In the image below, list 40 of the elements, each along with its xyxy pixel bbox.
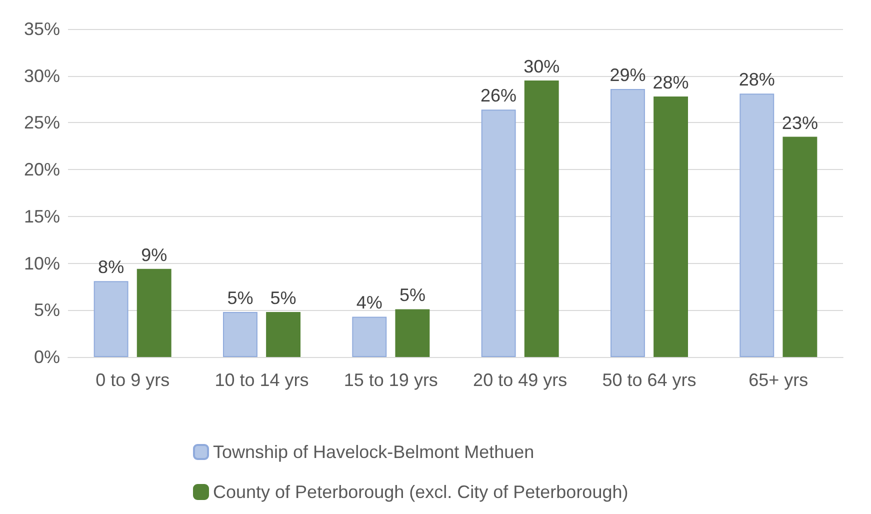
bar [136, 268, 172, 357]
data-label: 30% [524, 56, 560, 77]
bar [481, 110, 516, 357]
bar [266, 312, 300, 357]
data-label: 5% [270, 288, 296, 308]
bar [395, 309, 430, 357]
data-label: 4% [356, 292, 382, 313]
bar [524, 80, 559, 357]
legend-label: Township of Havelock-Belmont Methuen [213, 442, 534, 462]
y-tick-label: 10% [24, 253, 60, 274]
x-tick-label: 0 to 9 yrs [96, 370, 170, 390]
x-tick-label: 20 to 49 yrs [473, 370, 568, 390]
bar [740, 94, 774, 357]
y-tick-label: 5% [34, 300, 60, 320]
x-tick-label: 10 to 14 yrs [214, 370, 309, 390]
data-label: 8% [98, 257, 124, 278]
x-tick-label: 65+ yrs [748, 370, 808, 390]
x-tick-label: 50 to 64 yrs [602, 370, 696, 390]
data-label: 5% [399, 285, 426, 306]
data-label: 28% [738, 70, 775, 90]
y-tick-label: 15% [24, 206, 60, 226]
y-tick-label: 30% [24, 66, 60, 86]
x-tick-label: 15 to 19 yrs [344, 370, 438, 390]
bar [654, 96, 688, 357]
data-label: 23% [782, 112, 818, 133]
data-label: 5% [227, 288, 254, 308]
data-label: 26% [480, 86, 517, 106]
y-tick-label: 20% [24, 160, 60, 180]
bar [94, 281, 128, 357]
data-label: 28% [652, 72, 689, 92]
data-label: 29% [610, 64, 646, 85]
bar [610, 88, 645, 357]
bar [223, 312, 258, 357]
y-tick-label: 35% [24, 19, 60, 39]
bar [352, 316, 387, 357]
bar [782, 136, 818, 357]
data-label: 9% [141, 244, 168, 265]
legend-label: County of Peterborough (excl. City of Peterborough) [213, 482, 628, 502]
y-tick-label: 0% [34, 347, 60, 367]
y-tick-label: 25% [24, 112, 60, 133]
